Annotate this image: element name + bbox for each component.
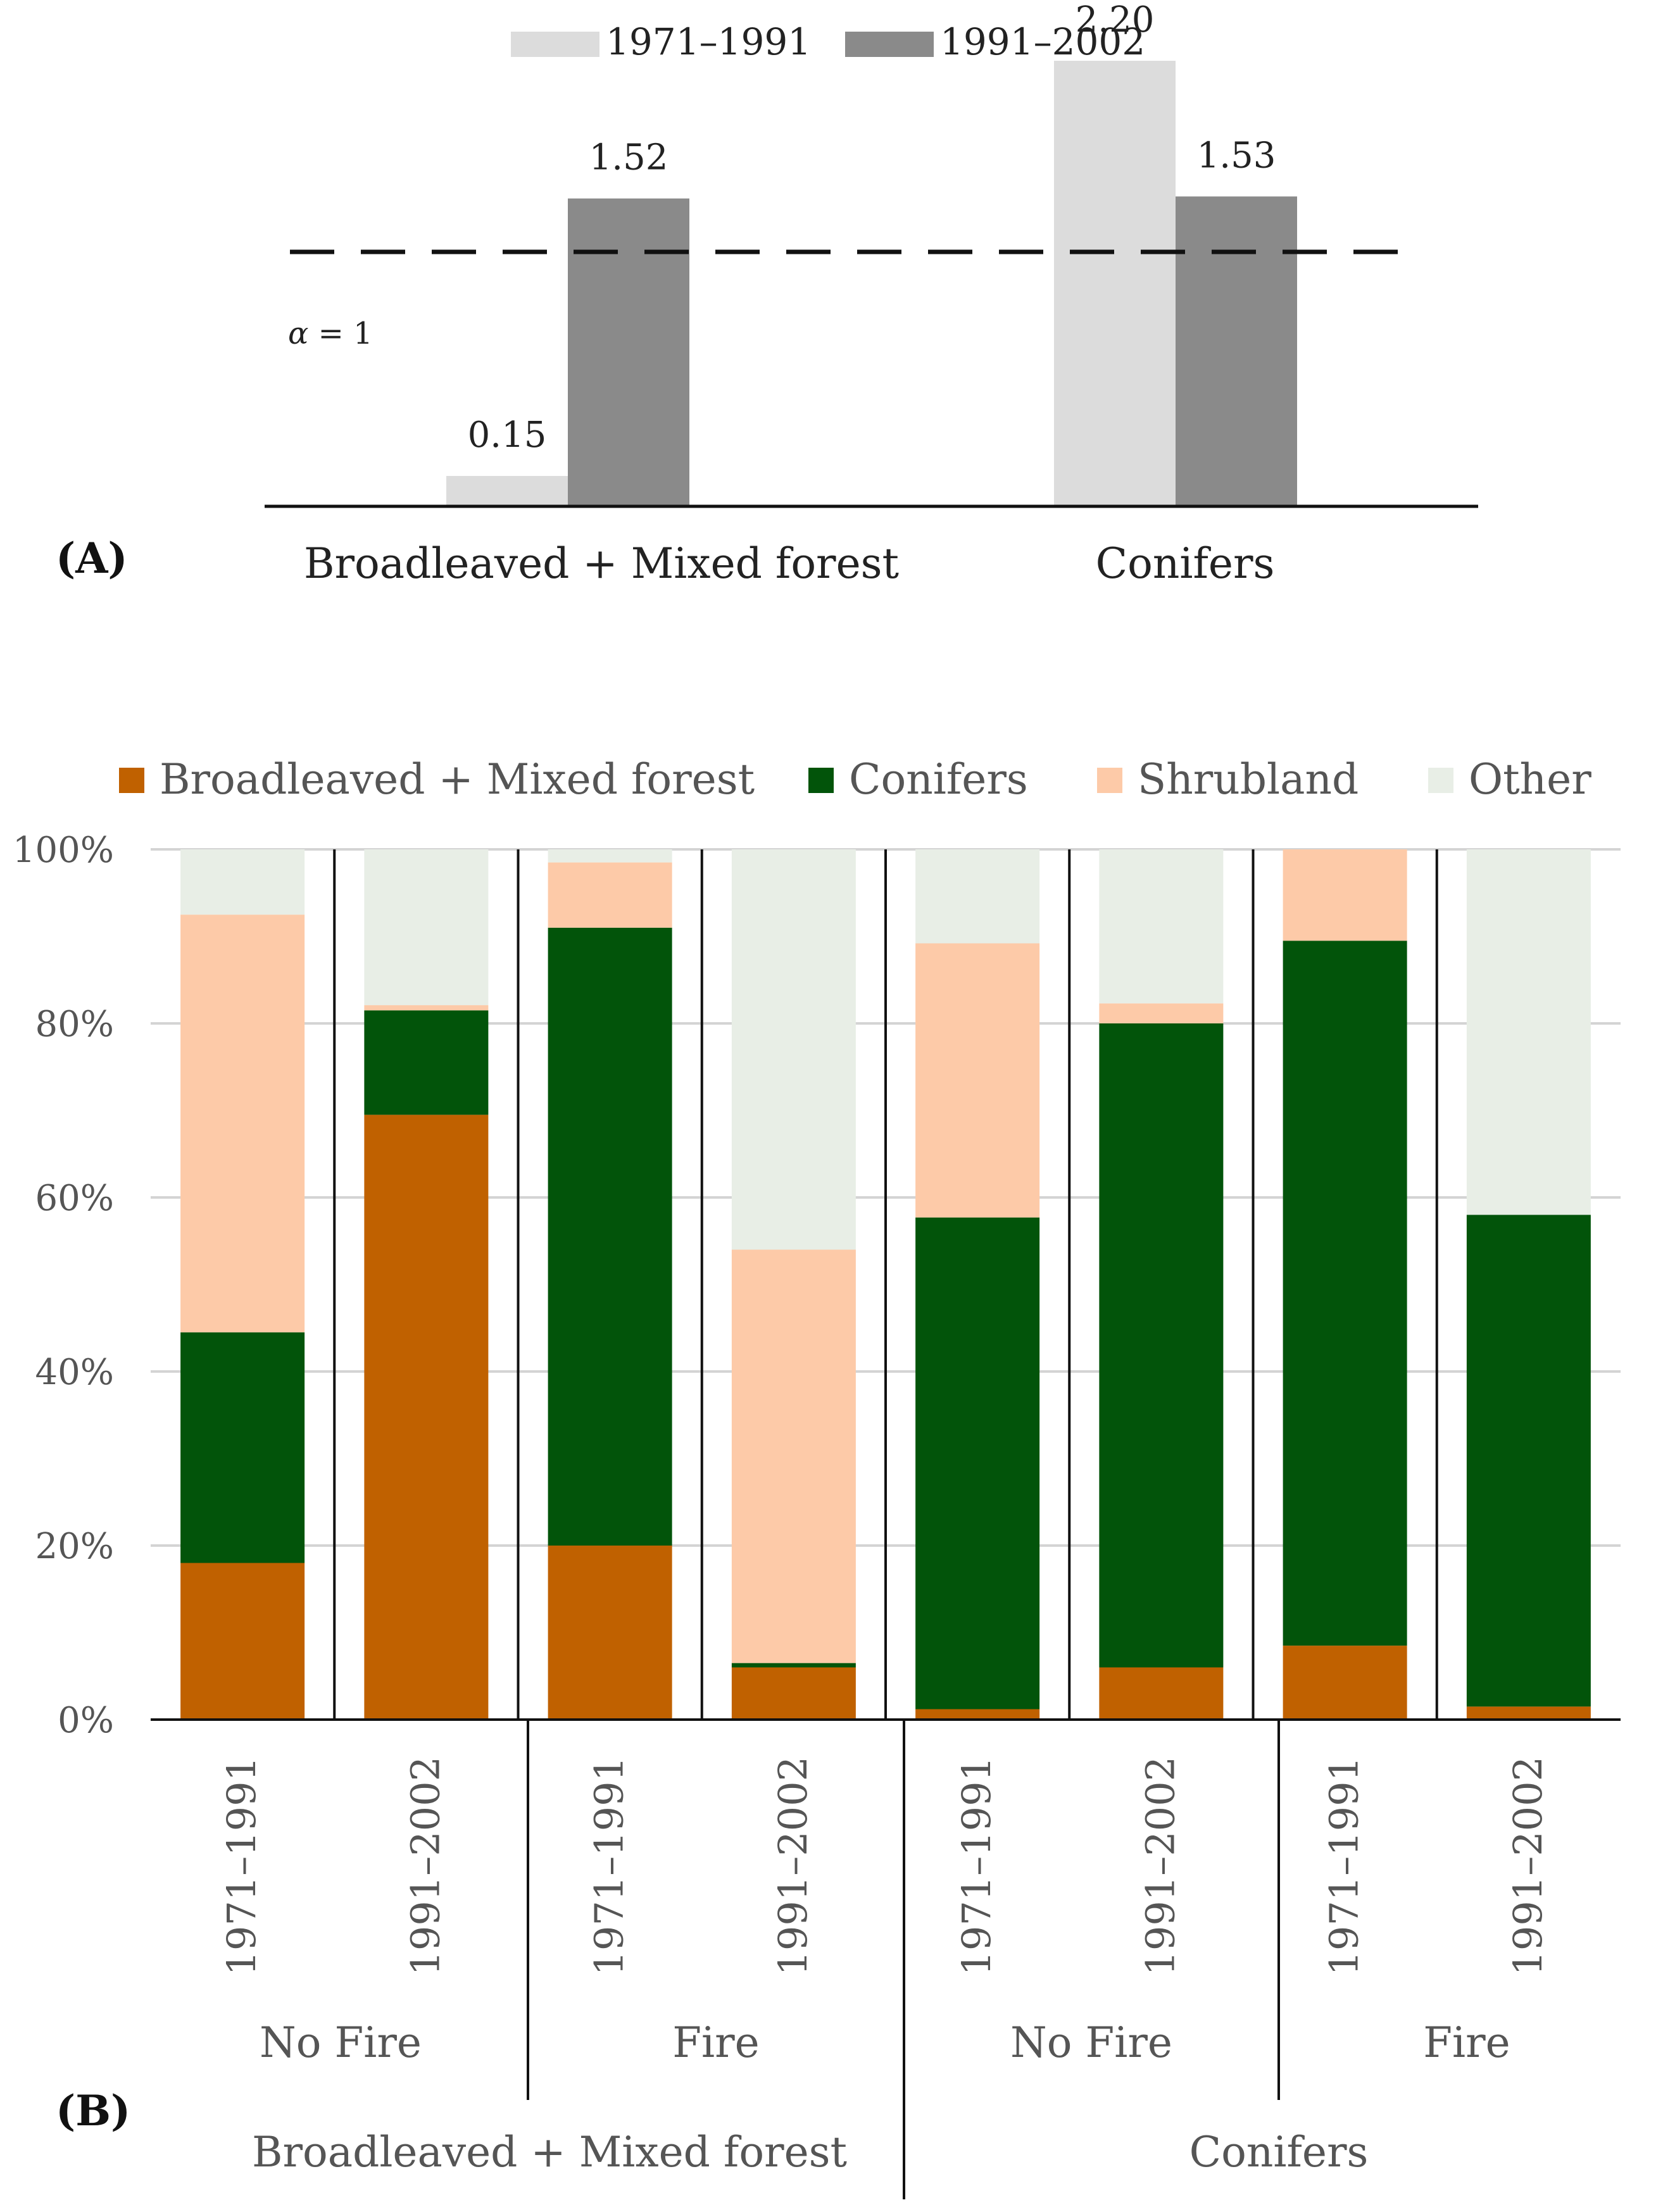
stack-segment-other-5 [915,849,1040,944]
panel-a-category-conifers: Conifers [1096,539,1275,588]
stack-segment-conifers-4 [731,1663,856,1668]
y-tick-label: 20% [35,1526,114,1567]
stack-segment-other-6 [1099,849,1224,1004]
panel-a-value-label: 1.53 [1197,135,1276,176]
panel-b-chart: Broadleaved + Mixed forest Conifers Shru… [13,755,1621,2199]
x-category-label: 1991–2002 [1505,1756,1551,1976]
forest-group-label-conifers: Conifers [1189,2128,1369,2177]
x-category-label: 1991–2002 [1137,1756,1183,1976]
panel-a-bar-conifers-19711991 [1054,61,1176,506]
x-category-label: 1971–1991 [953,1756,1000,1976]
legend-label-broadleaved: Broadleaved + Mixed forest [160,755,755,804]
stack-segment-other-2 [364,849,489,1006]
stack-segment-shrubland-5 [915,943,1040,1218]
panel-a-value-label: 2.20 [1076,0,1155,41]
stack-segment-conifers-7 [1283,940,1407,1646]
legend-label-shrubland: Shrubland [1138,755,1359,804]
stack-segment-shrubland-3 [548,862,672,928]
x-category-label: 1991–2002 [770,1756,816,1976]
stack-segment-shrubland-6 [1099,1003,1224,1023]
legend-swatch-1991-2002 [845,32,934,57]
legend-swatch-shrubland [1097,768,1122,793]
stack-segment-shrubland-4 [731,1249,856,1663]
legend-label-conifers: Conifers [849,755,1028,804]
forest-group-label-broadleaved: Broadleaved + Mixed forest [252,2128,847,2177]
stack-segment-broadleaved-mixed-forest-5 [915,1709,1040,1720]
alpha-label: α = 1 [288,316,373,351]
stack-segment-broadleaved-mixed-forest-2 [364,1115,489,1720]
y-tick-label: 40% [35,1352,114,1393]
stack-segment-broadleaved-mixed-forest-1 [180,1563,305,1720]
panel-a-value-label: 0.15 [468,415,547,456]
panel-b-x-labels: 1971–1991 1991–2002 1971–1991 1991–2002 1971… [218,1756,1551,1976]
stack-segment-conifers-3 [548,927,672,1546]
stack-segment-conifers-6 [1099,1023,1224,1668]
panel-b-label: (B) [56,2086,130,2135]
x-category-label: 1991–2002 [402,1756,448,1976]
y-tick-label: 100% [13,830,114,871]
panel-a-label: (A) [56,534,128,583]
stack-segment-broadleaved-mixed-forest-6 [1099,1667,1224,1720]
panel-a-bars [446,61,1297,506]
stack-segment-shrubland-1 [180,915,305,1333]
y-tick-label: 60% [35,1178,114,1219]
stack-segment-shrubland-7 [1283,849,1407,941]
panel-a-chart: 1971–1991 1991–2002 0.15 1.52 2.20 1.53 α =… [56,0,1478,588]
stack-segment-conifers-8 [1466,1215,1591,1707]
legend-swatch-1971-1991 [511,32,599,57]
fire-group-label-4: Fire [1423,2018,1510,2067]
fire-group-label-3: No Fire [1010,2018,1172,2067]
legend-swatch-other [1428,768,1453,793]
stack-segment-broadleaved-mixed-forest-8 [1466,1706,1591,1720]
legend-label-1971-1991: 1971–1991 [606,20,811,63]
panel-a-bar-conifers-19912002 [1176,196,1297,506]
stack-segment-broadleaved-mixed-forest-7 [1283,1646,1407,1720]
legend-swatch-conifers [808,768,834,793]
stack-segment-other-1 [180,849,305,915]
x-category-label: 1971–1991 [1321,1756,1367,1976]
stack-segment-other-3 [548,849,672,863]
y-tick-label: 80% [35,1004,114,1045]
stack-segment-other-8 [1466,849,1591,1215]
fire-group-label-2: Fire [672,2018,760,2067]
fire-group-label-1: No Fire [260,2018,422,2067]
panel-b-y-axis: 0% 20% 40% 60% 80% 100% [13,830,114,1741]
legend-label-other: Other [1469,755,1591,804]
legend-label-1991-2002: 1991–2002 [940,20,1145,63]
y-tick-label: 0% [58,1700,114,1741]
stack-segment-conifers-5 [915,1217,1040,1709]
panel-a-category-broadleaved: Broadleaved + Mixed forest [304,539,899,588]
stack-segment-broadleaved-mixed-forest-4 [731,1667,856,1720]
stack-segment-conifers-1 [180,1332,305,1563]
x-category-label: 1971–1991 [218,1756,265,1976]
legend-swatch-broadleaved [119,768,144,793]
panel-b-bar-separators [333,849,1438,1720]
stack-segment-broadleaved-mixed-forest-3 [548,1546,672,1720]
stack-segment-other-4 [731,849,856,1250]
panel-a-value-labels: 0.15 1.52 2.20 1.53 [468,0,1276,456]
panel-b-bars [180,849,1591,1720]
panel-a-bar-broadleaved-19711991 [446,476,568,506]
stack-segment-shrubland-2 [364,1005,489,1011]
stack-segment-conifers-2 [364,1010,489,1115]
panel-a-bar-broadleaved-19912002 [568,198,689,506]
panel-a-value-label: 1.52 [589,137,668,178]
x-category-label: 1971–1991 [586,1756,632,1976]
